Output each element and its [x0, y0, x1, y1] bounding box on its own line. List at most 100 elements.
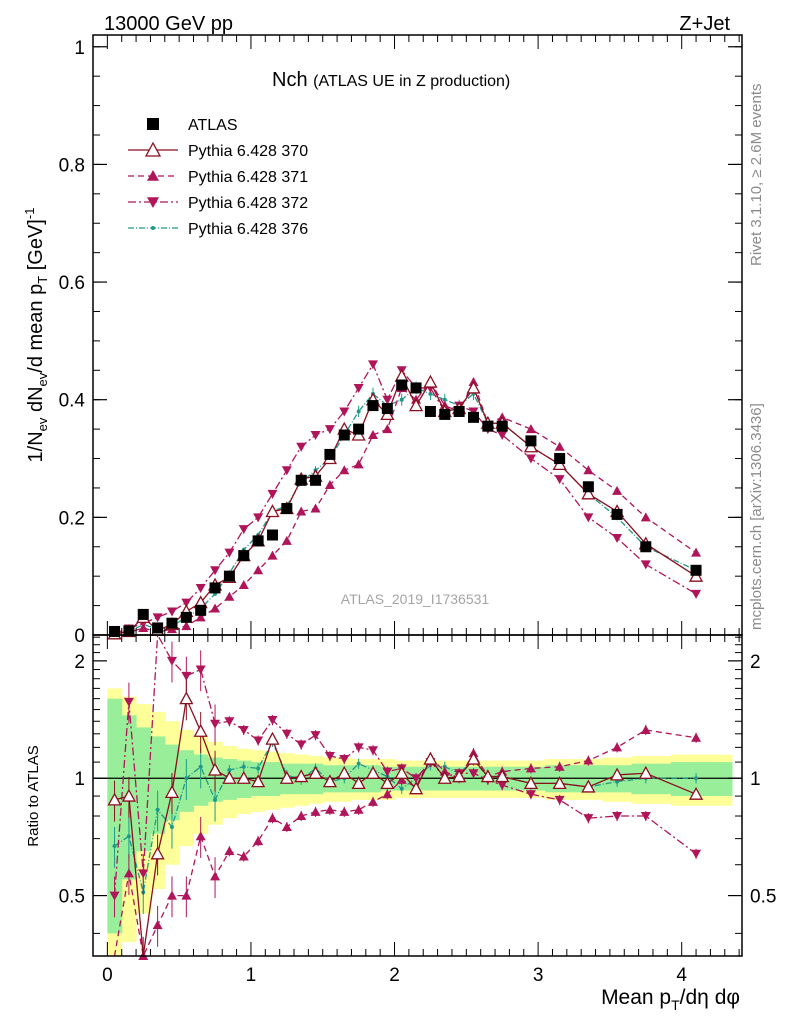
data-point: [525, 424, 536, 434]
ratio-point: [324, 752, 335, 762]
ratio-point: [609, 767, 625, 781]
ratio-point: [241, 764, 246, 769]
data-point: [195, 583, 206, 593]
ratio-ytick-label-right: 2: [750, 652, 761, 673]
ytick-label: 0.6: [59, 273, 85, 294]
data-point: [166, 617, 178, 629]
data-point: [339, 407, 350, 417]
ratio-ytick-label-right: 1: [750, 769, 761, 790]
watermark: ATLAS_2019_I1736531: [341, 591, 490, 607]
ratio-point: [339, 755, 350, 765]
ratio-panel: 0.5 0.5 1 1 2 2 0 1 2 3 4 Ratio to ATLAS Mean pT/…: [25, 632, 776, 1013]
legend-label: Pythia 6.428 376: [188, 221, 308, 238]
data-point: [238, 580, 249, 589]
legend-label: ATLAS: [188, 117, 238, 134]
ratio-xlabel: Mean pT/dη dφ: [601, 986, 740, 1013]
data-point: [497, 431, 508, 440]
ratio-line: [113, 729, 697, 959]
ratio-point: [227, 767, 232, 772]
ytick-label: 1: [74, 38, 85, 59]
ratio-point: [267, 716, 278, 726]
ratio-point: [181, 890, 192, 900]
data-point: [583, 513, 594, 523]
ratio-point: [138, 869, 149, 879]
ratio-point: [267, 813, 278, 823]
xlabel-sub: T: [671, 997, 680, 1013]
ratio-point: [279, 770, 294, 784]
ratio-point: [152, 920, 163, 930]
ratio-point: [213, 797, 218, 802]
data-point: [640, 512, 651, 522]
legend-label: Pythia 6.428 372: [188, 195, 308, 212]
data-point: [423, 374, 438, 388]
data-point: [353, 383, 364, 393]
data-point: [482, 420, 494, 432]
legend-item: Pythia 6.428 371: [128, 169, 308, 186]
ylabel-part: dN: [25, 386, 47, 417]
data-point: [611, 508, 623, 520]
data-point: [281, 503, 293, 515]
ratio-point: [583, 814, 594, 824]
data-point: [324, 480, 335, 489]
ratio-point: [238, 851, 249, 861]
ratio-point: [179, 691, 194, 705]
data-point: [223, 570, 235, 582]
data-point: [338, 429, 350, 441]
data-point: [138, 622, 149, 632]
ratio-point: [466, 751, 481, 765]
data-point: [496, 420, 508, 432]
ratio-point: [581, 779, 596, 793]
ratio-ytick-label: 2: [74, 652, 85, 673]
series-line: [114, 374, 697, 635]
ratio-point: [222, 770, 237, 784]
data-point: [253, 513, 264, 523]
data-point: [367, 430, 378, 439]
data-point: [525, 435, 537, 447]
band-inner: [265, 762, 281, 797]
ratio-point: [256, 766, 261, 771]
ylabel-part: /d mean p: [25, 284, 47, 373]
source-label: mcplots.cern.ch [arXiv:1306.3436]: [748, 403, 765, 630]
legend-label: Pythia 6.428 370: [188, 143, 308, 160]
ratio-point: [123, 697, 134, 707]
data-point: [310, 474, 322, 486]
xtick-label: 2: [389, 965, 400, 986]
ratio-point: [339, 806, 350, 816]
legend-marker: [144, 141, 162, 157]
ratio-ytick-label-right: 0.5: [750, 887, 776, 908]
ratio-point: [554, 795, 565, 805]
ratio-point: [396, 774, 407, 784]
data-point: [339, 465, 350, 475]
data-point: [466, 380, 481, 394]
ylabel-sub: ev: [35, 417, 50, 431]
ratio-point: [408, 781, 424, 795]
band-inner: [136, 727, 151, 852]
data-point: [554, 475, 565, 485]
ratio-point: [495, 769, 510, 783]
xtick-label: 1: [246, 965, 257, 986]
data-point: [224, 548, 235, 558]
data-point: [640, 541, 652, 553]
legend-marker: [151, 226, 155, 230]
ratio-point: [367, 746, 378, 756]
ratio-point: [169, 824, 174, 829]
main-panel: 0 0.2 0.4 0.6 0.8 1 Nch (ATLAS UE in Z produc…: [22, 34, 743, 647]
data-point: [582, 481, 594, 493]
data-point: [424, 405, 436, 417]
ratio-point: [640, 812, 651, 822]
ratio-point: [281, 729, 292, 739]
ratio-ytick-label: 0.5: [59, 887, 85, 908]
ratio-point: [308, 765, 323, 779]
ratio-point: [253, 736, 264, 746]
ratio-point: [238, 725, 249, 735]
data-point: [181, 621, 192, 631]
main-ylabel: 1/Nev dNev/d mean pT [GeV]-1: [22, 208, 50, 463]
ylabel-sub: ev: [35, 372, 50, 386]
ratio-point: [224, 717, 235, 727]
legend-label: Pythia 6.428 371: [188, 169, 308, 186]
data-point: [581, 486, 596, 500]
data-point: [583, 465, 594, 475]
series-line: [114, 387, 697, 634]
legend-item: Pythia 6.428 370: [128, 141, 308, 160]
